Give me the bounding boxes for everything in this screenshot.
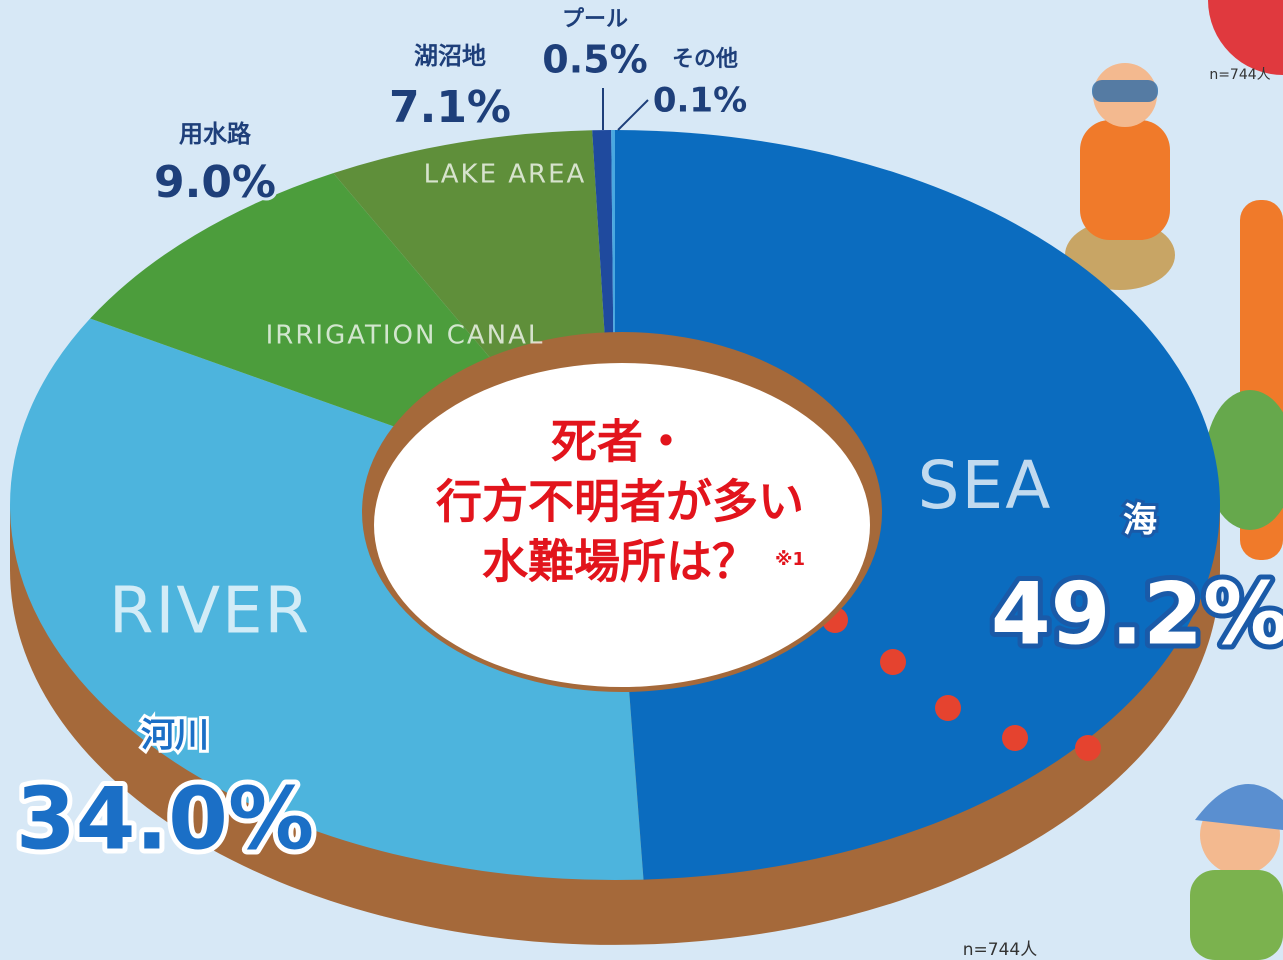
chart-title: 行方不明者が多い [436,475,804,529]
value-label: 49.2% [991,564,1283,664]
buoy [935,695,961,721]
value-label: 34.0% [16,769,314,869]
category-label: 海 [1123,501,1157,541]
pie-hole [374,363,870,687]
value-label: 7.1% [389,82,511,133]
chart-title: 死者・ [551,415,689,469]
value-label: 9.0% [154,157,276,208]
segment-title: SEA [918,447,1053,524]
sample-note: n=744人 [963,940,1037,960]
value-label: 0.5% [542,38,647,82]
category-label: 湖沼地 [414,42,486,70]
pie-slice [615,130,1221,880]
title-note: ※1 [775,549,805,570]
category-label: 河川 [141,716,209,756]
category-label: プール [562,7,628,32]
segment-title: LAKE AREA [424,160,587,190]
buoy [1002,725,1028,751]
decor-circle [1208,0,1283,75]
segment-title: IRRIGATION CANAL [266,321,545,351]
category-label: 用水路 [179,120,252,148]
chart-title: 水難場所は？ [482,535,758,589]
leader-line [617,99,649,131]
sample-note: n=744人 [1209,67,1270,83]
segment-title: RIVER [109,575,311,649]
category-label: その他 [672,47,738,72]
person-illustration [1065,63,1283,960]
buoy [1075,735,1101,761]
value-label: 0.1% [653,81,747,121]
buoy [880,649,906,675]
